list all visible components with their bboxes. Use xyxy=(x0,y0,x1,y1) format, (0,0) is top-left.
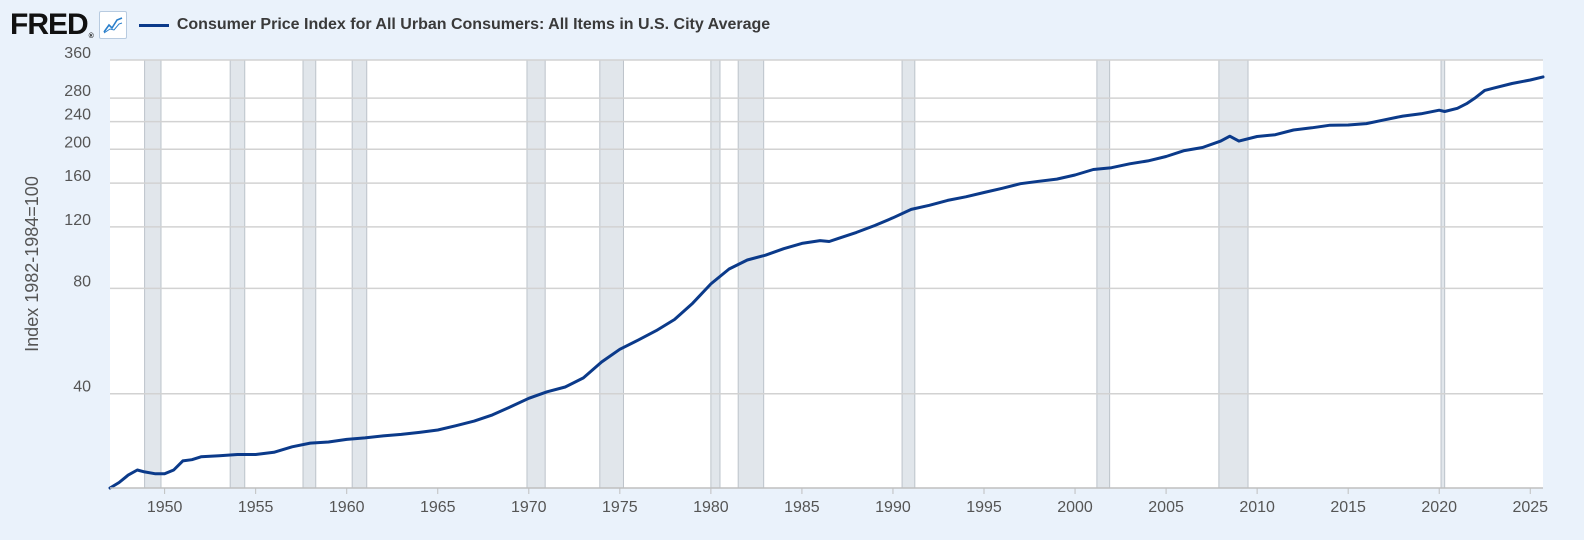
y-axis: 40 80 120 160 200 240 280 360 xyxy=(64,45,91,396)
x-tick-label: 1960 xyxy=(329,499,365,516)
x-tick-label: 1955 xyxy=(238,499,274,516)
fred-logo-text: FRED xyxy=(10,8,89,41)
x-tick-label: 1970 xyxy=(511,499,547,516)
x-tick-label: 1950 xyxy=(147,499,183,516)
legend-swatch xyxy=(138,23,169,27)
y-tick-label: 280 xyxy=(64,83,91,100)
recession-band xyxy=(352,60,367,488)
recession-band xyxy=(1218,60,1249,488)
y-tick-label: 160 xyxy=(64,168,91,185)
x-tick-label: 1965 xyxy=(420,499,456,516)
y-tick-label: 240 xyxy=(64,107,91,124)
recession-shading xyxy=(144,60,1446,488)
recession-band xyxy=(1441,60,1445,488)
x-tick-label: 2010 xyxy=(1239,499,1275,516)
registered-mark: ® xyxy=(88,33,94,40)
recession-band xyxy=(902,60,915,488)
x-tick-label: 2025 xyxy=(1512,499,1548,516)
fred-logo[interactable]: FRED® xyxy=(10,8,94,41)
y-tick-label: 80 xyxy=(73,273,91,290)
legend-label[interactable]: Consumer Price Index for All Urban Consu… xyxy=(176,16,771,33)
series-layer xyxy=(108,75,1545,490)
y-tick-label: 120 xyxy=(64,212,91,229)
x-axis: 1950 1955 1960 1965 1970 1975 1980 1985 1990 1995… xyxy=(110,487,1548,516)
y-tick-label: 200 xyxy=(64,134,91,151)
recession-band xyxy=(738,60,764,488)
x-tick-label: 1995 xyxy=(966,499,1002,516)
x-tick-label: 1980 xyxy=(693,499,729,516)
y-axis-title: Index 1982-1984=100 xyxy=(22,176,42,352)
plot-area xyxy=(110,60,1543,488)
x-tick-label: 2000 xyxy=(1057,499,1093,516)
x-tick-label: 1985 xyxy=(784,499,820,516)
x-tick-label: 1975 xyxy=(602,499,638,516)
line-chart-icon[interactable] xyxy=(98,11,127,39)
chart-header: FRED® Consumer Price Index for All Urban… xyxy=(10,8,770,42)
recession-band xyxy=(230,60,245,488)
recession-band xyxy=(599,60,624,488)
y-tick-label: 40 xyxy=(73,379,91,396)
series-line-cpiaucsl[interactable] xyxy=(108,75,1545,490)
x-tick-label: 2015 xyxy=(1330,499,1366,516)
y-tick-label: 360 xyxy=(64,45,91,62)
x-tick-label: 2005 xyxy=(1148,499,1184,516)
x-tick-label: 2020 xyxy=(1421,499,1457,516)
recession-band xyxy=(1096,60,1110,488)
recession-band xyxy=(303,60,316,488)
recession-band xyxy=(710,60,720,488)
recession-band xyxy=(526,60,546,488)
x-tick-label: 1990 xyxy=(875,499,911,516)
gridlines xyxy=(110,59,1543,395)
recession-band xyxy=(144,60,161,488)
